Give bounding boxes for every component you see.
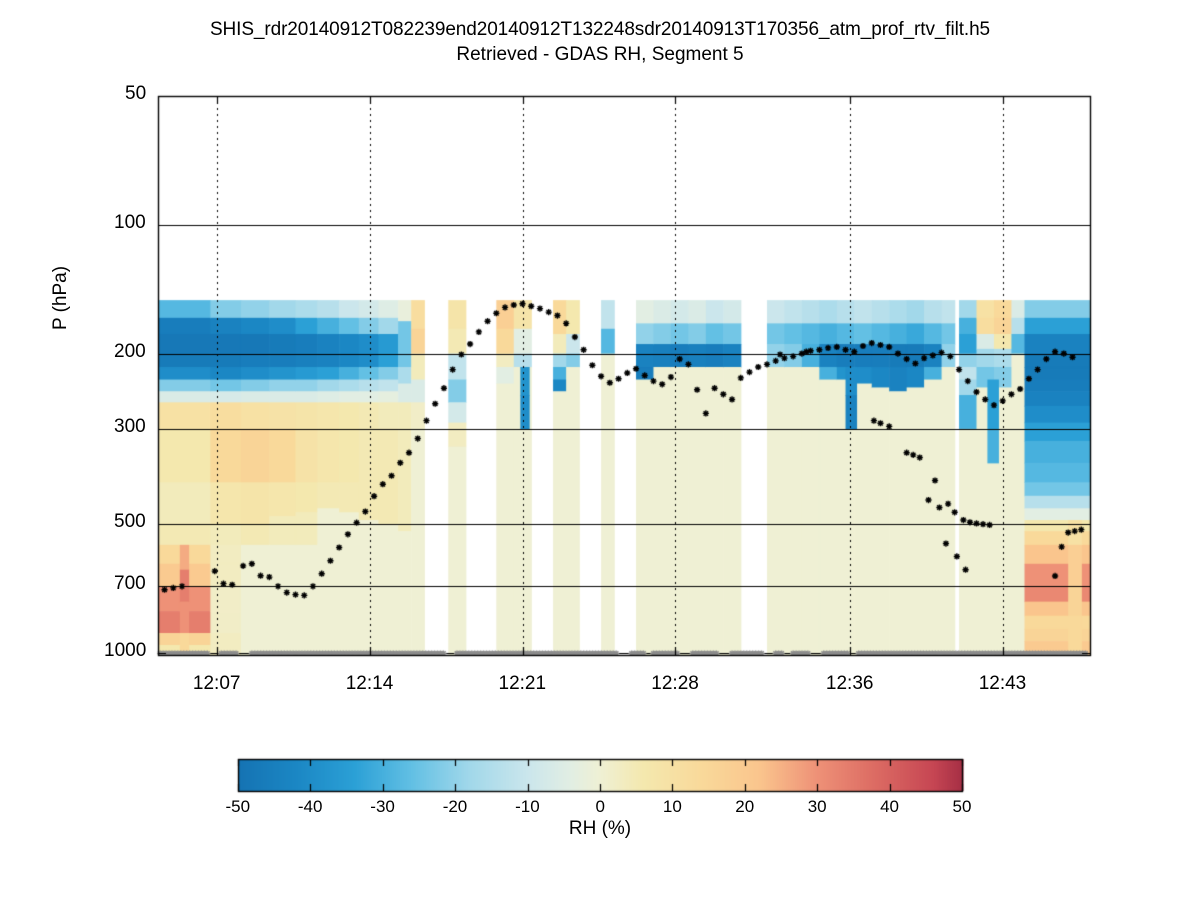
colorbar-tick-label-neg10: -10	[515, 797, 540, 816]
y-tick-label-1000: 1000	[104, 639, 147, 661]
colorbar-tick-label-neg20: -20	[442, 797, 468, 816]
colorbar-tick-label-10: 10	[662, 797, 682, 816]
x-tick-label-12-43: 12:43	[978, 673, 1027, 694]
y-tick-label-200: 200	[114, 340, 146, 362]
colorbar-tick-label-neg50: -50	[225, 797, 251, 816]
y-tick-label-700: 700	[114, 573, 146, 595]
colorbar-tick-label-neg40: -40	[297, 797, 323, 816]
y-axis-label: P (hPa)	[50, 265, 71, 330]
y-tick-label-300: 300	[114, 415, 146, 437]
colorbar-tick-label-20: 20	[735, 797, 755, 816]
y-tick-label-50: 50	[125, 83, 147, 104]
y-tick-label-500: 500	[114, 510, 146, 532]
colorbar-tick-label-neg30: -30	[370, 797, 395, 816]
x-tick-label-12-14: 12:14	[345, 673, 394, 694]
colorbar-tick-label-0: 0	[595, 797, 605, 816]
colorbar-title: RH (%)	[568, 818, 632, 839]
colorbar-tick-label-30: 30	[807, 797, 827, 816]
x-tick-label-12-07: 12:07	[192, 673, 241, 694]
colorbar-tick-label-40: 40	[880, 797, 900, 816]
x-tick-label-12-36: 12:36	[825, 673, 874, 694]
x-tick-label-12-28: 12:28	[651, 673, 699, 694]
x-tick-label-12-21: 12:21	[498, 673, 547, 694]
colorbar-tick-label-50: 50	[952, 797, 972, 816]
y-tick-label-100: 100	[114, 211, 146, 233]
